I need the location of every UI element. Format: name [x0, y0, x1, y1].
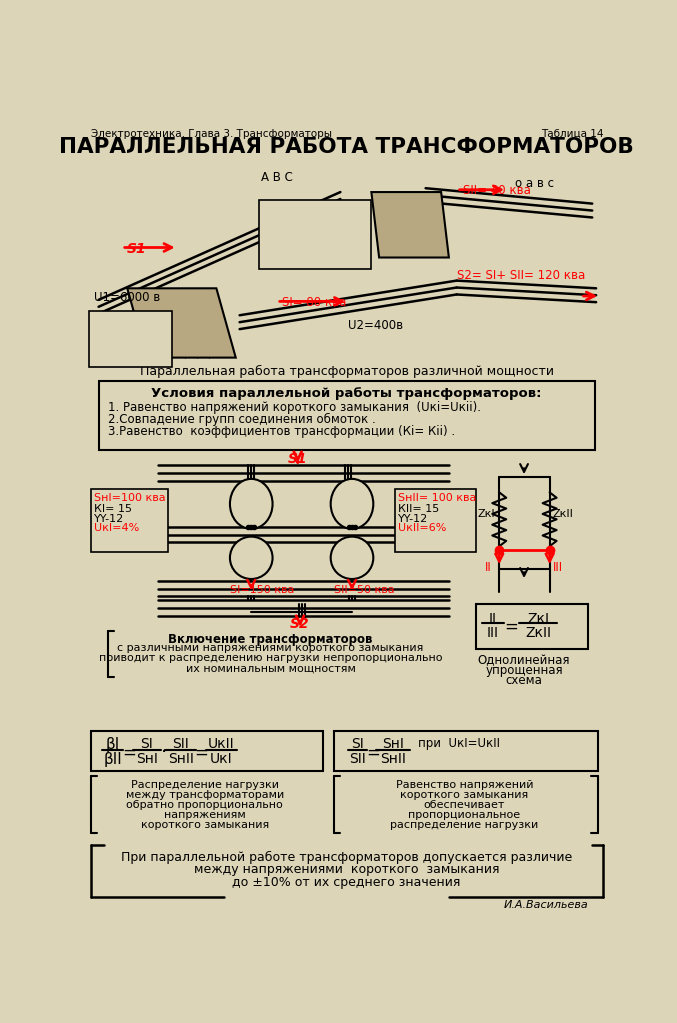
- Ellipse shape: [330, 479, 373, 529]
- Text: Распределение нагрузки: Распределение нагрузки: [131, 780, 279, 790]
- Text: КII= 15: КII= 15: [397, 504, 439, 514]
- Text: Равенство напряжений: Равенство напряжений: [395, 780, 533, 790]
- Text: При параллельной работе трансформаторов допускается различие: При параллельной работе трансформаторов …: [121, 851, 572, 864]
- Text: U2=400в: U2=400в: [348, 319, 403, 332]
- Text: 3.Равенство  коэффициентов трансформации (Кi= Кii) .: 3.Равенство коэффициентов трансформации …: [108, 425, 455, 438]
- Text: SI: SI: [140, 738, 153, 751]
- Text: SI= 80 ква: SI= 80 ква: [282, 296, 347, 309]
- Text: SI: SI: [351, 738, 364, 751]
- Text: Однолинейная: Однолинейная: [478, 654, 570, 667]
- Text: SII: SII: [173, 738, 189, 751]
- Polygon shape: [127, 288, 236, 358]
- Text: напряжениям: напряжениям: [164, 809, 246, 819]
- Text: при  UкI=UкII: при UкI=UкII: [418, 738, 500, 750]
- Text: приводит к распределению нагрузки непропорционально: приводит к распределению нагрузки непроп…: [99, 654, 442, 663]
- Text: Условия параллельной работы трансформаторов:: Условия параллельной работы трансформато…: [152, 387, 542, 400]
- Bar: [91, 731, 324, 771]
- Text: 1. Равенство напряжений короткого замыкания  (Uкi=Uкii).: 1. Равенство напряжений короткого замыка…: [108, 401, 481, 413]
- Text: UкII: UкII: [208, 738, 234, 751]
- Text: III: III: [487, 626, 499, 639]
- Text: Uкi = 5,5%: Uкi = 5,5%: [91, 344, 150, 354]
- Text: S1: S1: [288, 451, 307, 465]
- Text: II: II: [489, 612, 497, 626]
- Text: S1: S1: [127, 242, 147, 256]
- Text: ПАРАЛЛЕЛЬНАЯ РАБОТА ТРАНСФОРМАТОРОВ: ПАРАЛЛЕЛЬНАЯ РАБОТА ТРАНСФОРМАТОРОВ: [59, 137, 634, 157]
- Text: ·: ·: [160, 744, 167, 762]
- Text: SнI= 100 ква: SнI= 100 ква: [91, 315, 162, 325]
- Text: Включение трансформаторов: Включение трансформаторов: [169, 632, 373, 646]
- Text: SнI: SнI: [382, 738, 404, 751]
- Text: А В С: А В С: [261, 171, 292, 184]
- Text: схема: схема: [506, 674, 542, 687]
- Bar: [91, 489, 169, 551]
- Text: YYо-12: YYо-12: [91, 335, 127, 345]
- Text: S2= SI+ SII= 120 ква: S2= SI+ SII= 120 ква: [456, 269, 585, 282]
- Text: UкI=4%: UкI=4%: [94, 523, 139, 533]
- Text: КI= 15: КI= 15: [94, 504, 132, 514]
- Text: до ±10% от их среднего значения: до ±10% от их среднего значения: [232, 876, 461, 889]
- Text: SнII: SнII: [380, 752, 406, 766]
- Text: YYо-12: YYо-12: [262, 224, 298, 234]
- Text: ZкI: ZкI: [527, 612, 549, 626]
- Ellipse shape: [330, 537, 373, 579]
- Text: распределение нагрузки: распределение нагрузки: [390, 819, 538, 830]
- Text: SнI: SнI: [135, 752, 158, 766]
- Text: ZкII: ZкII: [552, 509, 573, 520]
- Text: SнII: SнII: [168, 752, 194, 766]
- Text: βI: βI: [106, 738, 120, 752]
- Text: Параллельная работа трансформаторов различной мощности: Параллельная работа трансформаторов разл…: [139, 365, 554, 379]
- Text: короткого замыкания: короткого замыкания: [141, 819, 269, 830]
- Text: S2: S2: [290, 617, 310, 631]
- Text: короткого замыкания: короткого замыкания: [400, 790, 529, 800]
- Bar: [89, 311, 172, 367]
- Bar: [99, 381, 594, 450]
- Text: между напряжениями  короткого  замыкания: между напряжениями короткого замыкания: [194, 863, 500, 877]
- Text: КI=6000/400: КI=6000/400: [91, 325, 160, 336]
- Text: U1=6000 в: U1=6000 в: [94, 291, 160, 304]
- Text: UкI: UкI: [210, 752, 232, 766]
- Text: о а в с: о а в с: [515, 177, 554, 189]
- Text: UкII= 5,5%: UкII= 5,5%: [262, 234, 320, 244]
- Text: SнII= 100 ква: SнII= 100 ква: [397, 493, 476, 503]
- Text: SII=50 ква: SII=50 ква: [334, 585, 395, 594]
- Text: SнI=100 ква: SнI=100 ква: [94, 493, 166, 503]
- Text: II: II: [485, 561, 492, 574]
- Text: SII: SII: [349, 752, 366, 766]
- Text: YY-12: YY-12: [397, 514, 428, 524]
- Text: ZкI: ZкI: [477, 509, 495, 520]
- Text: =: =: [123, 744, 137, 761]
- Text: βII: βII: [103, 752, 122, 767]
- Text: Таблица 14: Таблица 14: [541, 129, 603, 139]
- Text: КII= 6000/400: КII= 6000/400: [262, 215, 336, 224]
- Text: ZкII: ZкII: [525, 626, 551, 639]
- Text: И.А.Васильева: И.А.Васильева: [504, 900, 588, 910]
- Text: YY-12: YY-12: [94, 514, 124, 524]
- Text: с различными напряжениями короткого замыкания: с различными напряжениями короткого замы…: [117, 643, 424, 654]
- Bar: [476, 604, 588, 649]
- Bar: [259, 199, 372, 269]
- Text: между трансформаторами: между трансформаторами: [126, 790, 284, 800]
- Text: SII= 40 ква: SII= 40 ква: [463, 184, 531, 197]
- Polygon shape: [372, 192, 449, 258]
- Text: пропорциональное: пропорциональное: [408, 809, 521, 819]
- Text: их номинальным мощностям: их номинальным мощностям: [185, 663, 355, 673]
- Text: UкII=6%: UкII=6%: [397, 523, 446, 533]
- Ellipse shape: [230, 537, 273, 579]
- Text: упрощенная: упрощенная: [485, 664, 563, 677]
- Text: обратно пропорционально: обратно пропорционально: [127, 800, 283, 809]
- Text: Электротехника. Глава 3. Трансформаторы: Электротехника. Глава 3. Трансформаторы: [91, 129, 332, 139]
- Text: =: =: [194, 744, 208, 761]
- Text: 2.Совпадение групп соединения обмоток .: 2.Совпадение групп соединения обмоток .: [108, 413, 376, 427]
- Ellipse shape: [230, 479, 273, 529]
- Bar: [334, 731, 598, 771]
- Text: III: III: [552, 561, 563, 574]
- Bar: [395, 489, 476, 551]
- Text: SнII= 50 ква: SнII= 50 ква: [262, 205, 329, 215]
- Text: SI=150 ква: SI=150 ква: [230, 585, 294, 594]
- Text: =: =: [504, 618, 518, 636]
- Text: обеспечивает: обеспечивает: [424, 800, 505, 809]
- Text: =: =: [366, 744, 380, 761]
